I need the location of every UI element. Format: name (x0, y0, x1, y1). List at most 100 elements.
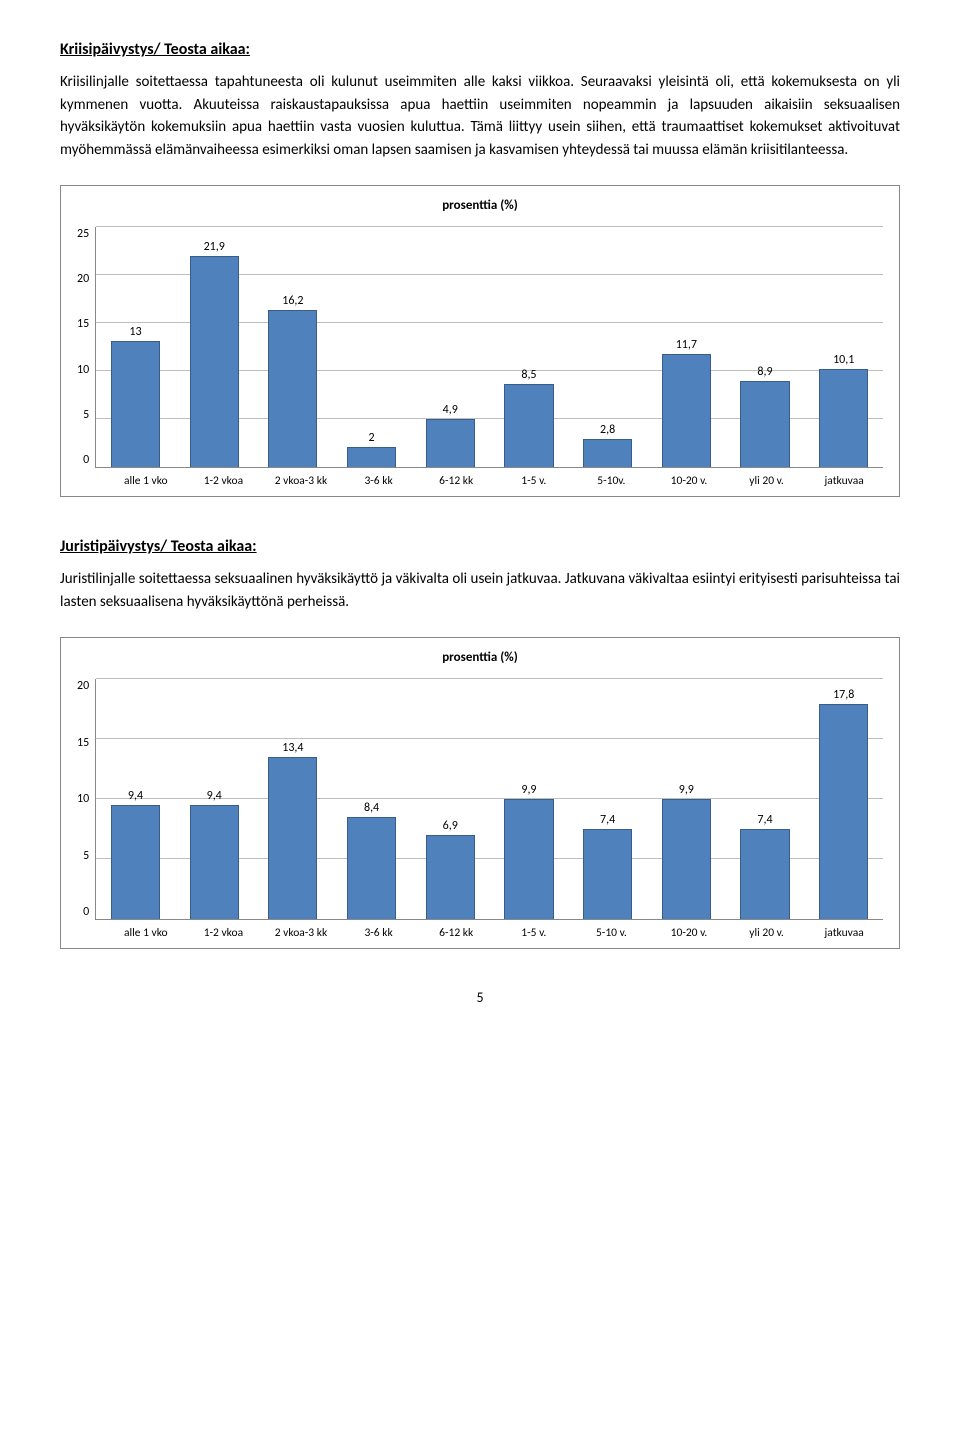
y-tick-label: 5 (77, 408, 89, 422)
y-tick-label: 0 (77, 905, 89, 919)
x-tick-label: 6-12 kk (417, 920, 495, 940)
bar-value-label: 9,4 (207, 789, 222, 803)
x-tick-label: alle 1 vko (107, 468, 185, 488)
bar-group: 11,7 (647, 227, 726, 467)
bar (268, 757, 317, 919)
y-tick-label: 10 (77, 792, 89, 806)
bar-value-label: 8,5 (521, 368, 536, 382)
x-tick-label: alle 1 vko (107, 920, 185, 940)
bar-value-label: 8,9 (757, 365, 772, 379)
chart1-x-labels: alle 1 vko1-2 vkoa2 vkoa-3 kk3-6 kk6-12 … (107, 468, 883, 488)
bar-group: 13,4 (254, 679, 333, 919)
x-tick-label: 3-6 kk (340, 920, 418, 940)
y-tick-label: 15 (77, 317, 89, 331)
y-tick-label: 20 (77, 272, 89, 286)
page-number: 5 (60, 989, 900, 1006)
bar-value-label: 21,9 (204, 240, 225, 254)
bar (504, 799, 553, 919)
chart2-x-labels: alle 1 vko1-2 vkoa2 vkoa-3 kk3-6 kk6-12 … (107, 920, 883, 940)
bar (426, 419, 475, 467)
bar-value-label: 10,1 (833, 353, 854, 367)
bar-group: 7,4 (568, 679, 647, 919)
bar (190, 256, 239, 467)
bar-group: 6,9 (411, 679, 490, 919)
bar (347, 817, 396, 919)
section1-heading: Kriisipäivystys/ Teosta aikaa: (60, 40, 900, 59)
x-tick-label: jatkuvaa (805, 920, 883, 940)
bar (111, 805, 160, 919)
bar-value-label: 13,4 (282, 741, 303, 755)
y-tick-label: 20 (77, 679, 89, 693)
x-tick-label: 1-2 vkoa (185, 920, 263, 940)
x-tick-label: 2 vkoa-3 kk (262, 468, 340, 488)
bar (347, 447, 396, 467)
bar (819, 369, 868, 467)
bar-value-label: 13 (129, 325, 141, 339)
x-tick-label: 5-10 v. (573, 920, 651, 940)
bar (504, 384, 553, 467)
x-tick-label: 10-20 v. (650, 920, 728, 940)
chart1-container: prosenttia (%) 2520151050 1321,916,224,9… (60, 185, 900, 497)
bar-value-label: 7,4 (600, 813, 615, 827)
bar (111, 341, 160, 467)
bar-group: 10,1 (804, 227, 883, 467)
bar-group: 2,8 (568, 227, 647, 467)
section2-paragraph: Juristilinjalle soitettaessa seksuaaline… (60, 568, 900, 613)
bar-group: 21,9 (175, 227, 254, 467)
bar-group: 9,9 (490, 679, 569, 919)
bar-value-label: 17,8 (833, 688, 854, 702)
x-tick-label: yli 20 v. (728, 468, 806, 488)
chart2-area: 20151050 9,49,413,48,46,99,97,49,97,417,… (77, 679, 883, 920)
bar (819, 704, 868, 919)
x-tick-label: jatkuvaa (805, 468, 883, 488)
x-tick-label: 1-2 vkoa (185, 468, 263, 488)
bar-value-label: 8,4 (364, 801, 379, 815)
bar-group: 9,9 (647, 679, 726, 919)
x-tick-label: 1-5 v. (495, 468, 573, 488)
bar-group: 9,4 (175, 679, 254, 919)
bar (740, 381, 789, 467)
bar-group: 8,5 (490, 227, 569, 467)
x-tick-label: 6-12 kk (417, 468, 495, 488)
chart1-title: prosenttia (%) (77, 198, 883, 213)
chart1-y-axis: 2520151050 (77, 227, 95, 467)
bar (583, 829, 632, 919)
bar-group: 4,9 (411, 227, 490, 467)
bar-value-label: 2 (369, 431, 375, 445)
section1-paragraph: Kriisilinjalle soitettaessa tapahtuneest… (60, 71, 900, 161)
x-tick-label: 1-5 v. (495, 920, 573, 940)
y-tick-label: 15 (77, 736, 89, 750)
bar-value-label: 2,8 (600, 423, 615, 437)
bar (740, 829, 789, 919)
bar-group: 7,4 (726, 679, 805, 919)
chart2-title: prosenttia (%) (77, 650, 883, 665)
x-tick-label: 3-6 kk (340, 468, 418, 488)
bar-value-label: 6,9 (443, 819, 458, 833)
bar-group: 17,8 (804, 679, 883, 919)
y-tick-label: 25 (77, 227, 89, 241)
bar-value-label: 4,9 (443, 403, 458, 417)
chart2-y-axis: 20151050 (77, 679, 95, 919)
bar-value-label: 11,7 (676, 338, 697, 352)
y-tick-label: 0 (77, 453, 89, 467)
x-tick-label: 5-10v. (573, 468, 651, 488)
x-tick-label: yli 20 v. (728, 920, 806, 940)
bar-value-label: 9,9 (679, 783, 694, 797)
bar (583, 439, 632, 467)
bar-group: 13 (96, 227, 175, 467)
bar (268, 310, 317, 467)
bar (426, 835, 475, 919)
bar (190, 805, 239, 919)
bar-value-label: 9,4 (128, 789, 143, 803)
x-tick-label: 2 vkoa-3 kk (262, 920, 340, 940)
bar-value-label: 16,2 (282, 294, 303, 308)
bar-group: 16,2 (254, 227, 333, 467)
section2-heading: Juristipäivystys/ Teosta aikaa: (60, 537, 900, 556)
bar (662, 799, 711, 919)
bar-group: 9,4 (96, 679, 175, 919)
chart2-bars: 9,4 9,4 13,4 8,4 6,9 9,9 7,4 9,9 7,4 17,8 (96, 679, 883, 919)
bar-group: 8,9 (726, 227, 805, 467)
bar-group: 2 (332, 227, 411, 467)
chart1-area: 2520151050 1321,916,224,98,52,811,78,910… (77, 227, 883, 468)
chart1-plot: 13 21,9 16,2 2 4,9 8,5 2,8 11,7 8,9 10,1 (95, 227, 883, 468)
